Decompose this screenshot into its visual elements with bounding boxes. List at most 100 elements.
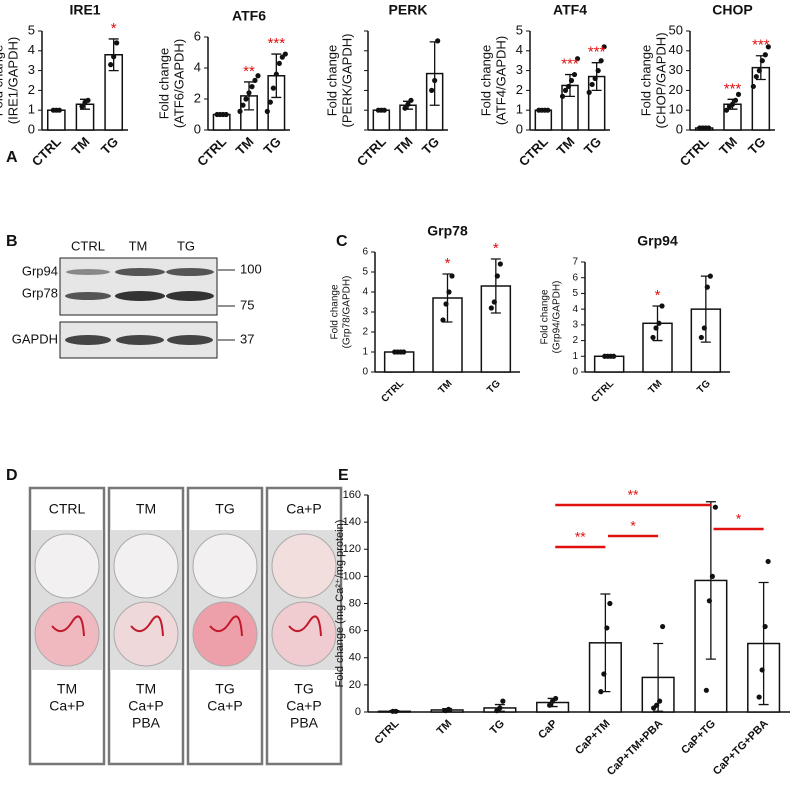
well-label: PBA [132, 715, 161, 731]
bar [46, 109, 66, 131]
y-tick-label: 0 [355, 706, 361, 718]
chart-title: CHOP [712, 2, 752, 18]
y-tick-label: 4 [362, 287, 368, 298]
data-point [237, 108, 243, 114]
y-tick-label: 160 [343, 489, 361, 501]
y-axis-label: (Grp94/GAPDH) [552, 281, 563, 354]
well [271, 533, 337, 599]
well-label: Ca+P [128, 698, 163, 714]
band-label: Grp94 [22, 263, 58, 278]
well-label: PBA [290, 715, 319, 731]
data-point [723, 107, 730, 113]
y-tick-label: 30 [669, 62, 683, 77]
data-point [604, 625, 610, 631]
data-point [571, 71, 578, 78]
data-point [446, 706, 452, 712]
panel-letter: A [6, 149, 18, 166]
chart-title: PERK [389, 2, 428, 18]
y-tick-label: 3 [28, 62, 35, 77]
data-point [707, 273, 713, 279]
data-point [435, 38, 441, 44]
data-point [650, 334, 656, 341]
y-axis-label: (ATF6/GAPDH) [171, 39, 186, 128]
data-point [240, 102, 246, 108]
y-tick-label: 40 [349, 652, 361, 664]
bracket-label: * [736, 511, 742, 527]
data-point [79, 103, 85, 109]
well-label: TG [215, 501, 234, 517]
data-point [408, 97, 414, 103]
data-point [249, 84, 255, 90]
data-point [762, 623, 768, 630]
x-tick-label: TM [435, 718, 455, 738]
data-point [595, 68, 601, 74]
y-tick-label: 5 [516, 22, 523, 37]
y-tick-label: 80 [349, 597, 361, 609]
data-point [601, 44, 607, 50]
data-point [712, 504, 718, 510]
x-tick-label: TG [261, 134, 284, 157]
data-point [601, 671, 607, 677]
data-point [56, 107, 62, 113]
data-point [545, 107, 551, 113]
well-label: TG [294, 681, 313, 697]
y-axis-label: Fold change [478, 45, 493, 117]
x-tick-label: CaP [536, 718, 560, 742]
data-point [547, 702, 553, 708]
panel-letter: D [6, 467, 18, 484]
significance: * [111, 20, 117, 37]
y-tick-label: 2 [516, 82, 523, 97]
y-tick-label: 60 [349, 625, 361, 637]
data-point [607, 600, 613, 607]
data-point [449, 273, 455, 279]
y-axis-label: Fold change [540, 289, 551, 344]
data-point [443, 301, 449, 307]
data-point [282, 51, 288, 57]
data-point [660, 623, 666, 630]
band-label: GAPDH [12, 331, 58, 346]
y-tick-label: 3 [572, 319, 578, 330]
data-point [562, 87, 569, 93]
y-tick-label: 0 [362, 367, 368, 378]
x-tick-label: CTRL [516, 134, 551, 169]
y-tick-label: 5 [28, 22, 35, 37]
data-point [440, 317, 446, 323]
y-tick-label: 20 [349, 679, 361, 691]
x-tick-label: CTRL [677, 134, 712, 169]
bracket-label: * [630, 518, 636, 534]
y-axis-label: Fold change [0, 45, 5, 117]
data-point [653, 325, 659, 331]
x-tick-label: TM [554, 134, 578, 158]
data-point [706, 125, 712, 131]
significance: * [493, 240, 499, 257]
well-label: TM [136, 501, 156, 517]
wells-panel: CTRLTMCa+PTMTMCa+PPBATGTGCa+PCa+PTGCa+PP… [28, 486, 343, 766]
data-point [491, 299, 497, 305]
data-point [243, 96, 249, 102]
x-tick-label: TG [488, 718, 507, 737]
x-tick-label: TM [392, 134, 416, 158]
data-point [405, 101, 411, 107]
x-tick-label: TG [98, 134, 121, 157]
data-point [765, 44, 771, 50]
y-tick-label: 1 [28, 102, 35, 117]
marker-label: 75 [240, 297, 254, 312]
x-tick-label: TG [695, 378, 713, 396]
bracket-label: ** [575, 529, 586, 545]
bar [212, 113, 231, 131]
data-point [446, 289, 452, 295]
y-tick-label: 1 [572, 351, 578, 362]
data-point [270, 85, 276, 91]
data-point [497, 261, 503, 267]
x-tick-label: CTRL [194, 134, 229, 169]
y-tick-label: 2 [572, 335, 578, 346]
y-tick-label: 100 [343, 570, 361, 582]
y-tick-label: 4 [194, 59, 201, 74]
marker-label: 100 [240, 261, 262, 276]
data-point [574, 56, 581, 62]
well [192, 601, 258, 667]
panel-letter: E [338, 467, 349, 484]
x-tick-label: TG [419, 134, 442, 157]
significance: *** [752, 37, 770, 54]
